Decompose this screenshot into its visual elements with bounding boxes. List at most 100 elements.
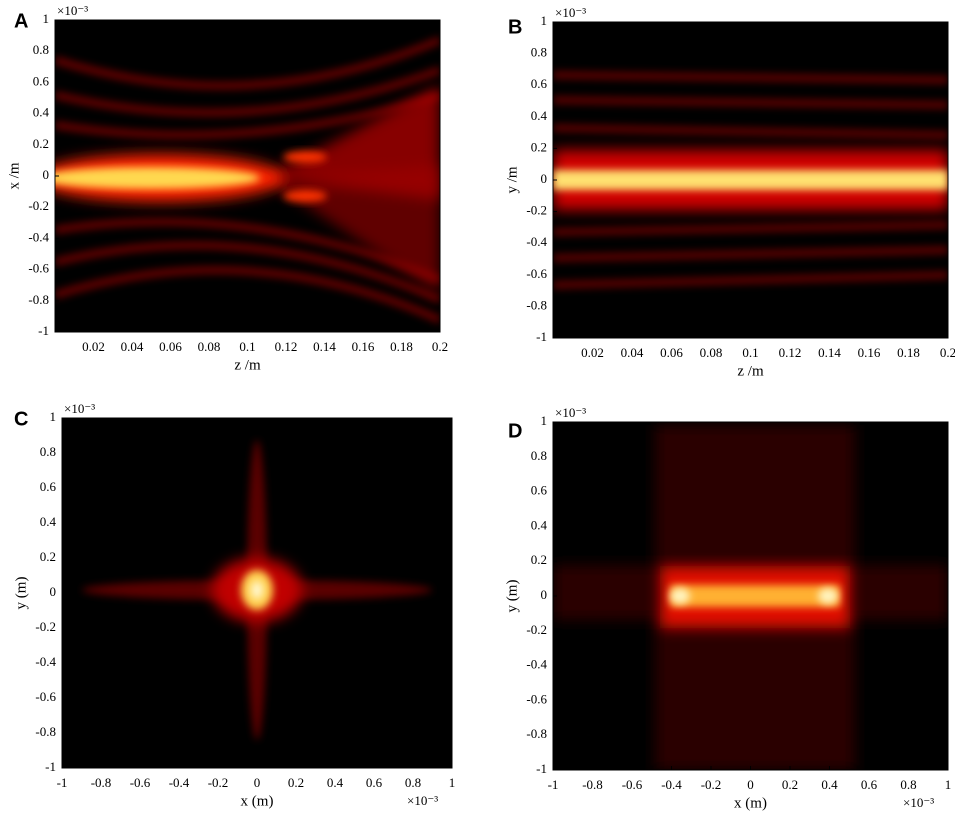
heatmap-image xyxy=(55,20,440,332)
x-tick-label: 0.16 xyxy=(858,345,881,360)
x-tick-label: 0.16 xyxy=(352,339,375,354)
x-tick-label: 0.18 xyxy=(897,345,920,360)
x-exponent: ×10⁻³ xyxy=(903,795,934,810)
x-tick-label: 0.8 xyxy=(900,777,916,792)
y-tick-label: 0.4 xyxy=(33,105,50,120)
x-axis-label: x (m) xyxy=(241,793,274,809)
y-tick-label: 0 xyxy=(43,167,50,182)
y-exponent: ×10⁻³ xyxy=(555,405,586,420)
x-tick-label: -0.8 xyxy=(582,777,603,792)
x-tick-label: -0.6 xyxy=(622,777,643,792)
y-axis-label: y /m xyxy=(504,166,520,193)
x-tick-label: 0.06 xyxy=(660,345,683,360)
heatmap-image xyxy=(553,422,948,770)
y-tick-label: 0.6 xyxy=(40,479,57,494)
y-tick-label: 1 xyxy=(43,11,50,26)
y-tick-label: 0 xyxy=(541,171,548,186)
x-tick-label: 1 xyxy=(449,775,456,790)
x-tick-label: 0.1 xyxy=(239,339,255,354)
y-tick-label: 0.8 xyxy=(33,42,49,57)
x-tick-label: 0.04 xyxy=(621,345,644,360)
x-tick-label: 0.2 xyxy=(940,345,955,360)
x-tick-label: -0.2 xyxy=(701,777,722,792)
y-tick-label: 1 xyxy=(50,409,57,424)
y-tick-label: -0.2 xyxy=(526,622,547,637)
y-tick-label: -0.8 xyxy=(526,726,547,741)
y-tick-label: 0.4 xyxy=(40,514,57,529)
y-tick-label: 0 xyxy=(541,587,548,602)
y-tick-label: -0.8 xyxy=(28,292,49,307)
x-tick-label: 0.2 xyxy=(288,775,304,790)
x-tick-label: -1 xyxy=(57,775,68,790)
x-axis-label: z /m xyxy=(234,357,261,373)
y-exponent: ×10⁻³ xyxy=(64,401,95,416)
x-tick-label: 0.2 xyxy=(782,777,798,792)
x-axis-label: x (m) xyxy=(734,795,767,811)
y-tick-label: -0.4 xyxy=(526,657,547,672)
x-tick-label: 0.4 xyxy=(327,775,344,790)
y-tick-label: -0.6 xyxy=(28,261,49,276)
x-exponent: ×10⁻³ xyxy=(407,793,438,808)
x-tick-label: 0.12 xyxy=(779,345,802,360)
y-tick-label: 0.2 xyxy=(40,549,56,564)
panel-label: A xyxy=(14,10,28,32)
x-tick-label: -0.6 xyxy=(130,775,151,790)
x-tick-label: 0.14 xyxy=(818,345,841,360)
y-tick-label: -1 xyxy=(536,761,547,776)
x-tick-label: 0.02 xyxy=(581,345,604,360)
x-tick-label: 1 xyxy=(945,777,952,792)
y-tick-label: -0.4 xyxy=(526,234,547,249)
y-tick-label: -0.4 xyxy=(28,229,49,244)
y-axis-label: y (m) xyxy=(504,580,520,613)
heatmap-image xyxy=(553,22,948,338)
y-tick-label: -0.4 xyxy=(35,654,56,669)
y-tick-label: -0.2 xyxy=(35,619,56,634)
y-tick-label: 0 xyxy=(50,584,57,599)
x-tick-label: 0.08 xyxy=(700,345,723,360)
x-tick-label: 0.04 xyxy=(121,339,144,354)
x-tick-label: -0.4 xyxy=(661,777,682,792)
x-tick-label: 0.6 xyxy=(861,777,878,792)
x-axis-label: z /m xyxy=(737,363,764,379)
y-tick-label: -1 xyxy=(38,323,49,338)
y-tick-label: 0.6 xyxy=(33,73,50,88)
panel-label: C xyxy=(14,408,28,430)
y-tick-label: 0.6 xyxy=(531,76,548,91)
x-tick-label: 0.02 xyxy=(82,339,105,354)
x-tick-label: -0.8 xyxy=(91,775,112,790)
x-tick-label: 0.14 xyxy=(313,339,336,354)
x-tick-label: -0.2 xyxy=(208,775,229,790)
x-tick-label: 0.18 xyxy=(390,339,413,354)
y-tick-label: -0.6 xyxy=(526,691,547,706)
x-tick-label: 0 xyxy=(747,777,754,792)
y-tick-label: 1 xyxy=(541,13,548,28)
y-tick-label: 0.2 xyxy=(33,136,49,151)
y-tick-label: -0.8 xyxy=(526,297,547,312)
y-tick-label: 0.4 xyxy=(531,108,548,123)
x-tick-label: 0.08 xyxy=(198,339,221,354)
y-exponent: ×10⁻³ xyxy=(57,3,88,18)
y-tick-label: 0.8 xyxy=(531,448,547,463)
heatmap-image xyxy=(62,418,452,768)
y-tick-label: 0.4 xyxy=(531,517,548,532)
y-tick-label: 0.2 xyxy=(531,552,547,567)
x-tick-label: 0 xyxy=(254,775,261,790)
y-axis-label: x /m xyxy=(6,162,22,189)
y-axis-label: y (m) xyxy=(13,577,29,610)
x-tick-label: 0.6 xyxy=(366,775,383,790)
y-tick-label: -0.6 xyxy=(526,266,547,281)
x-tick-label: 0.8 xyxy=(405,775,421,790)
x-tick-label: 0.2 xyxy=(432,339,448,354)
y-tick-label: -1 xyxy=(45,759,56,774)
y-tick-label: 0.8 xyxy=(531,45,547,60)
x-tick-label: 0.4 xyxy=(821,777,838,792)
y-tick-label: 0.6 xyxy=(531,483,548,498)
x-tick-label: 0.06 xyxy=(159,339,182,354)
panel-label: B xyxy=(508,16,522,38)
panel-label: D xyxy=(508,420,522,442)
y-tick-label: 1 xyxy=(541,413,548,428)
x-tick-label: -1 xyxy=(548,777,559,792)
y-tick-label: -0.2 xyxy=(28,198,49,213)
y-tick-label: -0.8 xyxy=(35,724,56,739)
